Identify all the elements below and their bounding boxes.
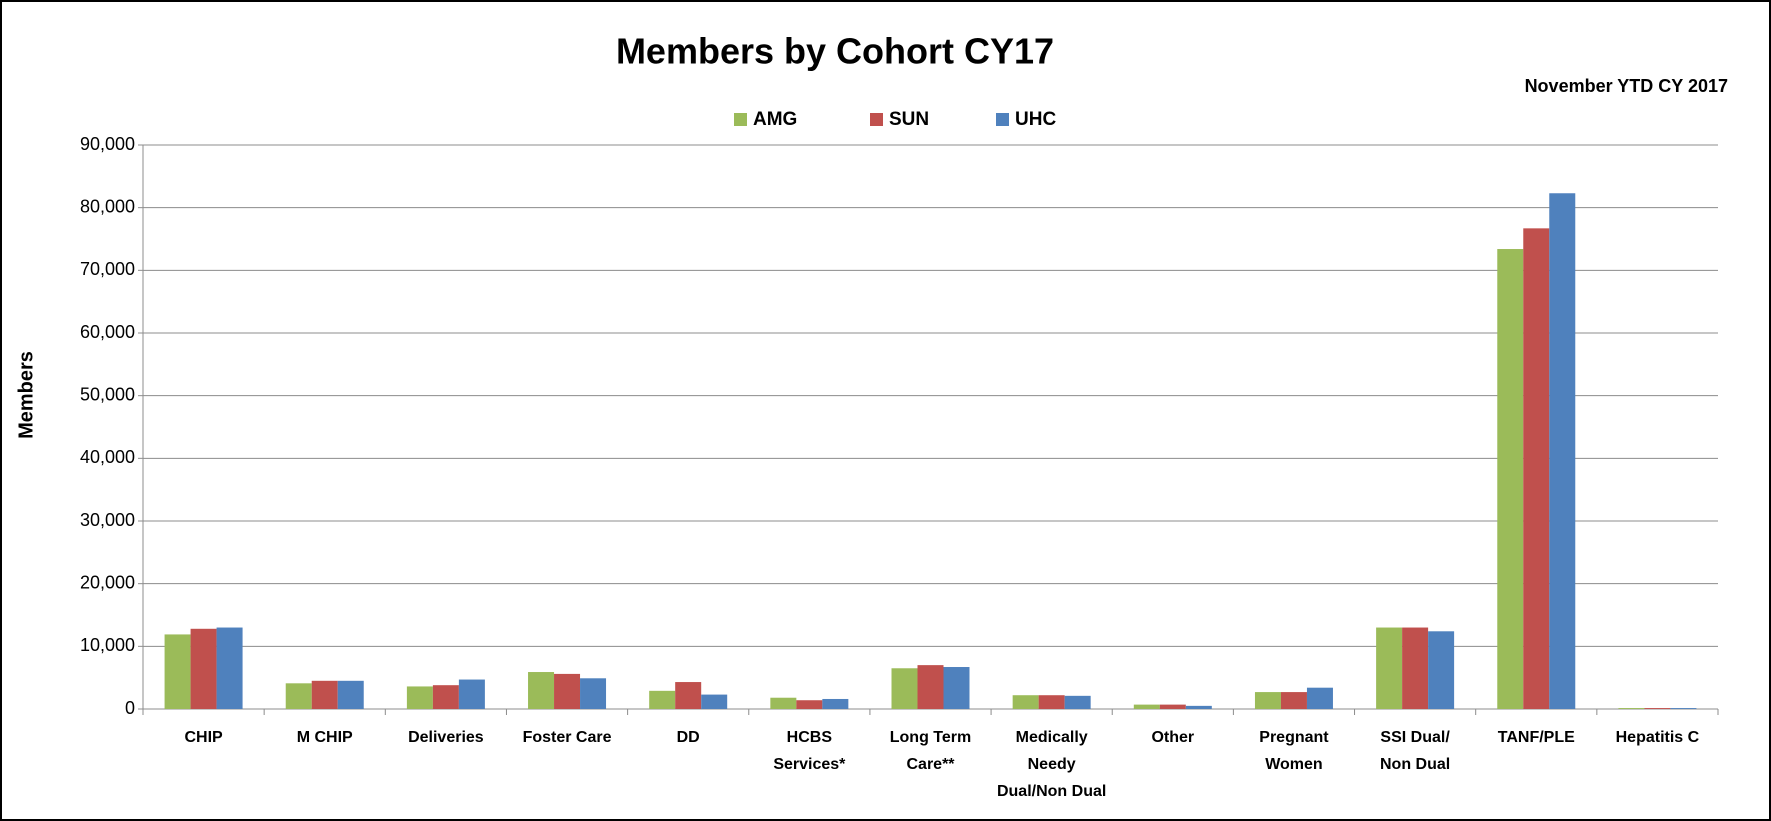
bar	[701, 694, 728, 709]
y-tick-label: 20,000	[80, 572, 135, 592]
bar	[216, 627, 243, 709]
bar	[528, 672, 555, 709]
bar	[770, 697, 797, 709]
bar	[432, 685, 459, 709]
bar	[190, 628, 217, 709]
y-tick-label: 90,000	[80, 134, 135, 154]
x-tick-label: CHIP	[184, 729, 223, 746]
y-tick-label: 10,000	[80, 635, 135, 655]
bar	[1549, 193, 1576, 710]
bar	[458, 679, 485, 709]
y-tick-label: 70,000	[80, 259, 135, 279]
legend-swatch	[996, 113, 1009, 126]
bar	[406, 686, 433, 709]
bar	[285, 683, 312, 709]
bar	[649, 690, 676, 709]
x-tick-label: Pregnant Women	[1259, 729, 1329, 773]
x-tick-label: Long Term Care**	[890, 729, 971, 773]
bar	[891, 668, 918, 709]
x-tick-label: Deliveries	[408, 729, 484, 746]
bar	[1497, 249, 1524, 709]
bar	[337, 680, 364, 709]
bar	[1038, 695, 1065, 709]
x-tick-label: TANF/PLE	[1498, 729, 1575, 746]
bar	[1618, 708, 1645, 709]
y-tick-label: 60,000	[80, 322, 135, 342]
bar	[943, 667, 970, 709]
bar	[1064, 695, 1091, 709]
y-tick-label: 0	[125, 698, 135, 718]
x-tick-label: Hepatitis C	[1616, 729, 1700, 746]
legend-label: UHC	[1015, 109, 1056, 130]
y-tick-label: 40,000	[80, 447, 135, 467]
bar	[1376, 627, 1403, 709]
x-tick-label: Medically Needy Dual/Non Dual	[997, 729, 1106, 800]
bar	[1402, 627, 1429, 709]
y-tick-label: 30,000	[80, 510, 135, 530]
x-tick-label: Foster Care	[523, 729, 612, 746]
bar	[164, 634, 191, 709]
x-tick-label: SSI Dual/Non Dual	[1380, 729, 1450, 773]
x-tick-label: DD	[677, 729, 700, 746]
bar	[917, 665, 944, 709]
legend-swatch	[870, 113, 883, 126]
bar	[1306, 687, 1333, 709]
x-tick-label: M CHIP	[297, 729, 353, 746]
x-tick-label: HCBS Services*	[773, 729, 846, 773]
legend-label: SUN	[889, 109, 929, 130]
bar	[1523, 228, 1550, 709]
bar	[311, 680, 338, 709]
bar	[1280, 692, 1307, 709]
bar	[1133, 704, 1160, 709]
y-tick-label: 50,000	[80, 384, 135, 404]
bar	[1159, 704, 1186, 709]
bar	[554, 673, 581, 709]
y-axis-label: Members	[15, 351, 37, 439]
bar	[1428, 631, 1455, 709]
chart-subtitle: November YTD CY 2017	[1525, 76, 1728, 96]
bar	[1185, 705, 1212, 709]
bar	[796, 700, 823, 709]
legend-swatch	[734, 113, 747, 126]
bar	[1670, 708, 1697, 709]
bar	[675, 682, 702, 709]
legend-label: AMG	[753, 109, 797, 130]
bar	[580, 678, 607, 709]
x-tick-label: Other	[1151, 729, 1194, 746]
chart-title: Members by Cohort CY17	[616, 31, 1054, 72]
bar	[1644, 708, 1671, 709]
bar	[822, 698, 849, 709]
y-tick-label: 80,000	[80, 196, 135, 216]
bar	[1012, 695, 1039, 709]
bar	[1254, 692, 1281, 709]
